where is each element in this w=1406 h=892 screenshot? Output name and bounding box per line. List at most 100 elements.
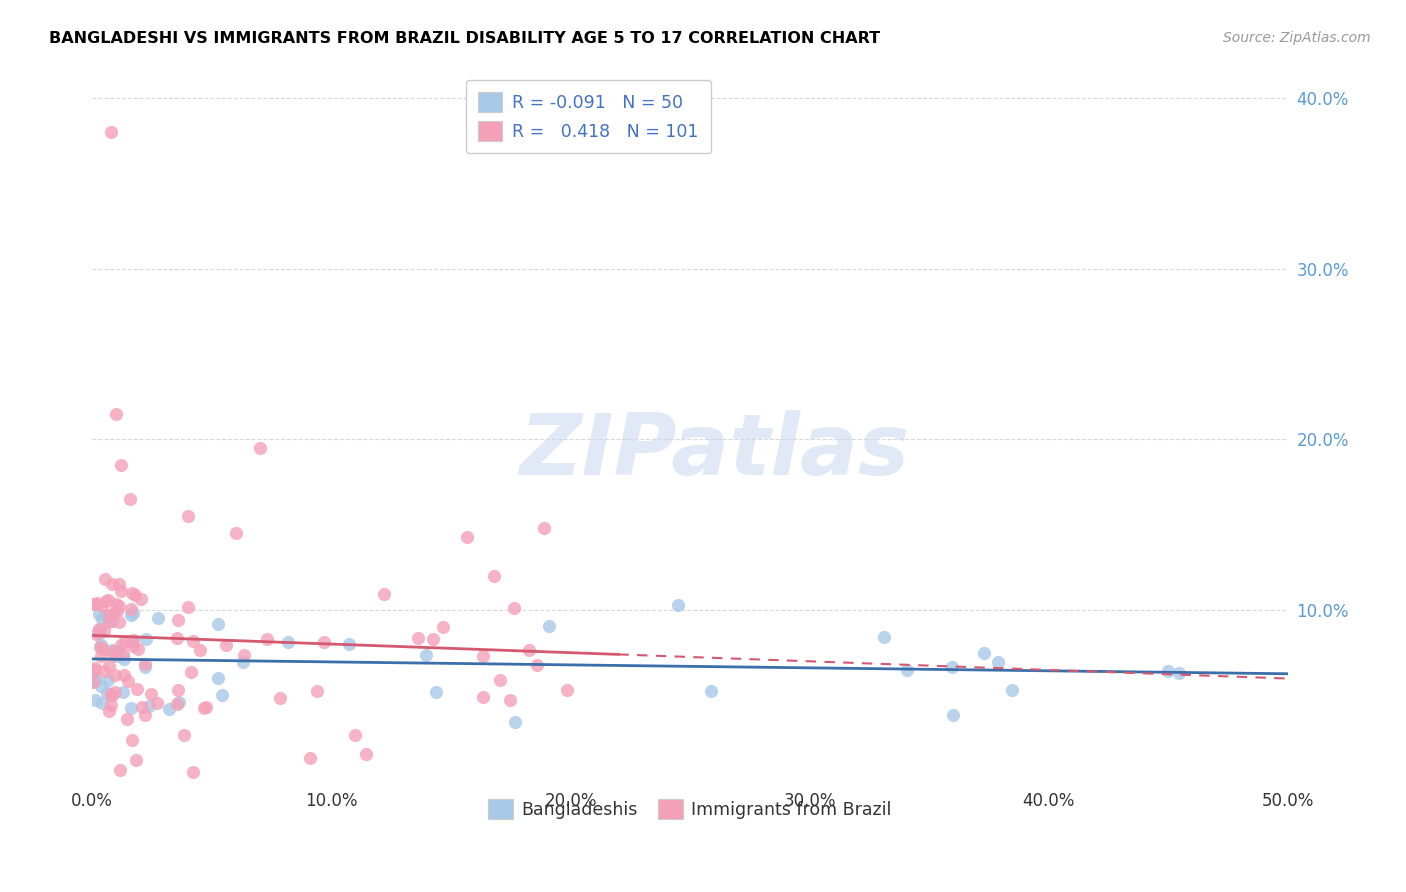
Point — [107, 644, 129, 658]
Point — [941, 660, 963, 674]
Point — [110, 638, 132, 652]
Point — [121, 733, 143, 747]
Point — [89, 623, 111, 637]
Point — [489, 673, 512, 688]
Point — [120, 492, 142, 507]
Point — [482, 569, 505, 583]
Point — [111, 647, 134, 661]
Point — [181, 765, 204, 780]
Point — [422, 632, 444, 646]
Text: BANGLADESHI VS IMMIGRANTS FROM BRAZIL DISABILITY AGE 5 TO 17 CORRELATION CHART: BANGLADESHI VS IMMIGRANTS FROM BRAZIL DI… — [49, 31, 880, 46]
Point — [472, 648, 495, 663]
Point — [110, 458, 132, 472]
Point — [87, 626, 110, 640]
Point — [225, 526, 247, 541]
Point — [166, 632, 188, 646]
Point — [503, 600, 526, 615]
Point — [96, 609, 118, 624]
Point — [249, 441, 271, 455]
Point — [90, 648, 112, 663]
Point — [432, 619, 454, 633]
Point — [103, 648, 125, 662]
Point — [517, 643, 540, 657]
Point — [122, 639, 145, 653]
Point — [121, 635, 143, 649]
Point — [83, 672, 105, 686]
Point — [90, 679, 112, 693]
Point — [167, 682, 190, 697]
Point — [91, 612, 114, 626]
Point — [100, 698, 122, 712]
Point — [83, 693, 105, 707]
Point — [96, 686, 118, 700]
Point — [105, 407, 128, 421]
Point — [533, 521, 555, 535]
Point — [499, 692, 522, 706]
Point — [700, 683, 723, 698]
Point — [942, 708, 965, 723]
Point — [97, 593, 120, 607]
Point — [148, 611, 170, 625]
Point — [101, 614, 124, 628]
Point — [97, 615, 120, 630]
Point — [117, 673, 139, 688]
Point — [167, 695, 190, 709]
Text: Source: ZipAtlas.com: Source: ZipAtlas.com — [1223, 31, 1371, 45]
Point — [181, 634, 204, 648]
Point — [232, 655, 254, 669]
Point — [103, 606, 125, 620]
Point — [337, 637, 360, 651]
Point — [134, 708, 156, 723]
Point — [146, 696, 169, 710]
Point — [124, 589, 146, 603]
Point — [177, 599, 200, 614]
Point — [134, 657, 156, 671]
Point — [83, 597, 105, 611]
Point — [89, 640, 111, 655]
Point — [406, 631, 429, 645]
Point — [90, 638, 112, 652]
Point — [555, 683, 578, 698]
Point — [83, 674, 105, 689]
Point — [97, 607, 120, 622]
Point — [120, 700, 142, 714]
Point — [107, 577, 129, 591]
Point — [896, 664, 918, 678]
Point — [537, 619, 560, 633]
Point — [177, 509, 200, 524]
Point — [104, 667, 127, 681]
Point — [277, 635, 299, 649]
Point — [973, 646, 995, 660]
Point — [314, 634, 336, 648]
Point — [166, 697, 188, 711]
Point — [114, 634, 136, 648]
Point — [112, 685, 135, 699]
Point — [138, 698, 160, 713]
Point — [105, 604, 128, 618]
Point — [425, 685, 447, 699]
Point — [89, 623, 111, 637]
Point — [505, 714, 527, 729]
Point — [122, 632, 145, 647]
Point — [98, 658, 121, 673]
Point — [1001, 682, 1024, 697]
Point — [105, 597, 128, 611]
Point — [666, 598, 689, 612]
Point — [105, 649, 128, 664]
Point — [193, 701, 215, 715]
Point — [526, 657, 548, 672]
Point — [108, 599, 131, 613]
Point — [108, 763, 131, 777]
Point — [90, 599, 112, 614]
Point — [987, 656, 1010, 670]
Point — [107, 615, 129, 630]
Point — [97, 705, 120, 719]
Point — [188, 642, 211, 657]
Point — [456, 530, 478, 544]
Point — [1167, 666, 1189, 681]
Point — [86, 596, 108, 610]
Point — [94, 594, 117, 608]
Text: ZIPatlas: ZIPatlas — [519, 409, 910, 492]
Point — [131, 699, 153, 714]
Point — [343, 728, 366, 742]
